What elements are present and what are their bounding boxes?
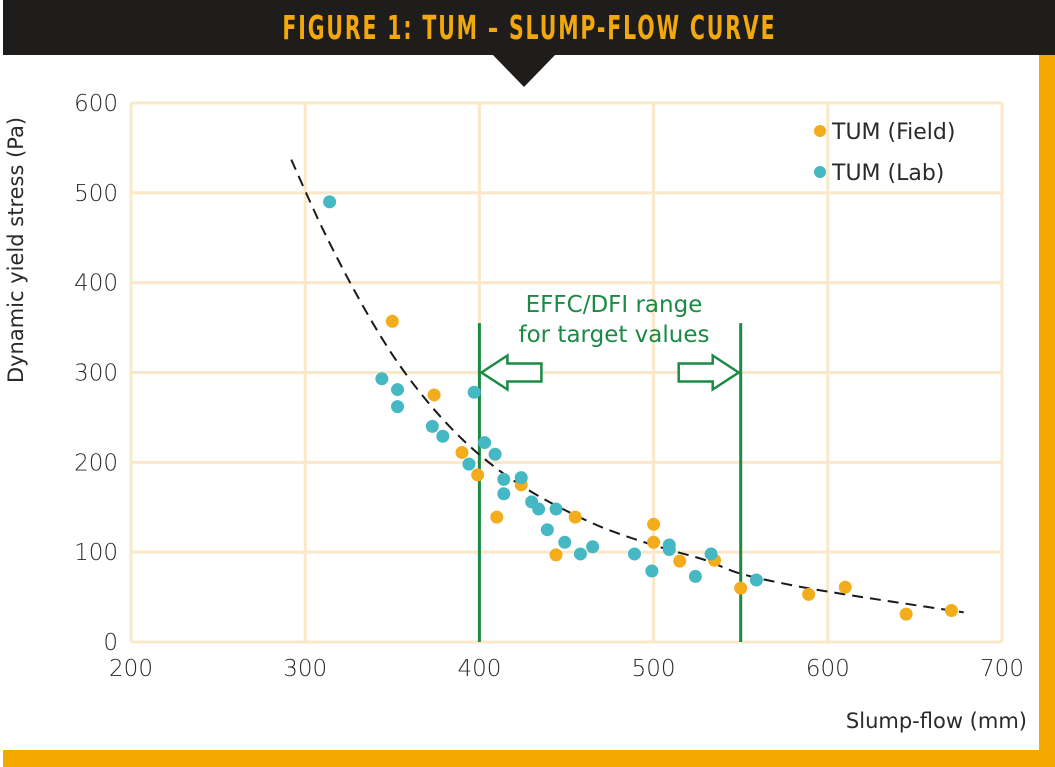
lab-point (478, 436, 492, 450)
field-point (471, 468, 485, 482)
field-point (568, 510, 582, 524)
field-point (455, 445, 469, 459)
lab-point (375, 372, 389, 386)
lab-point (497, 472, 511, 486)
y-tick-label: 400 (74, 271, 118, 297)
lab-point (704, 547, 718, 561)
legend-label-lab: TUM (Lab) (831, 161, 944, 186)
lab-point (391, 383, 405, 397)
field-point (385, 314, 399, 328)
legend-marker-lab (814, 166, 826, 178)
field-point (427, 388, 441, 402)
lab-point (532, 502, 546, 516)
y-tick-labels: 0 100 200 300 400 500 600 (74, 91, 118, 656)
frame-right-border (1039, 55, 1055, 767)
y-tick-label: 100 (74, 540, 118, 566)
title-bar: FIGURE 1: TUM – SLUMP-FLOW CURVE (3, 0, 1055, 55)
y-tick-label: 0 (103, 630, 118, 656)
x-tick-label: 500 (632, 656, 676, 682)
x-tick-label: 200 (109, 656, 153, 682)
x-axis-label: Slump-flow (mm) (846, 709, 1027, 733)
lab-point (627, 547, 641, 561)
lab-point (549, 502, 563, 516)
grid (129, 101, 1004, 644)
lab-point (514, 471, 528, 485)
x-tick-label: 400 (457, 656, 501, 682)
field-point (549, 548, 563, 562)
field-point (490, 510, 504, 524)
field-point (838, 580, 852, 594)
field-point (647, 517, 661, 531)
lab-point (467, 385, 481, 399)
lab-point (558, 535, 572, 549)
x-tick-label: 600 (806, 656, 850, 682)
legend-label-field: TUM (Field) (831, 120, 955, 145)
lab-point (586, 540, 600, 554)
lab-point (436, 429, 450, 443)
lab-point (662, 542, 676, 556)
frame-bottom-border (3, 750, 1055, 767)
lab-point (425, 419, 439, 433)
lab-point (540, 523, 554, 537)
field-point (734, 581, 748, 595)
field-point (802, 587, 816, 601)
arrow-right-icon (677, 353, 741, 392)
lab-point (749, 573, 763, 587)
lab-point (391, 400, 405, 414)
y-tick-label: 300 (74, 361, 118, 387)
data-points (323, 195, 958, 621)
x-tick-label: 300 (283, 656, 327, 682)
field-point (899, 607, 913, 621)
y-axis-label: Dynamic yield stress (Pa) (4, 117, 28, 383)
annotation-line-2: for target values (519, 322, 710, 348)
lab-point (645, 564, 659, 578)
title-pointer (492, 54, 556, 87)
y-tick-label: 200 (74, 450, 118, 476)
x-tick-label: 700 (980, 656, 1024, 682)
lab-point (323, 195, 337, 209)
lab-point (688, 569, 702, 583)
chart-title: FIGURE 1: TUM – SLUMP-FLOW CURVE (281, 8, 777, 47)
legend: TUM (Field) TUM (Lab) (814, 120, 955, 186)
lab-point (573, 547, 587, 561)
arrow-left-icon (479, 353, 543, 392)
legend-marker-field (814, 125, 826, 137)
lab-point (488, 447, 502, 461)
field-point (944, 604, 958, 618)
lab-point (462, 457, 476, 471)
lab-point (497, 487, 511, 501)
range-annotation: EFFC/DFI range for target values (479, 292, 741, 392)
field-point (647, 535, 661, 549)
y-tick-label: 500 (74, 181, 118, 207)
y-tick-label: 600 (74, 91, 118, 117)
field-point (673, 554, 687, 568)
x-tick-labels: 200 300 400 500 600 700 (109, 656, 1024, 682)
annotation-line-1: EFFC/DFI range (526, 292, 703, 318)
